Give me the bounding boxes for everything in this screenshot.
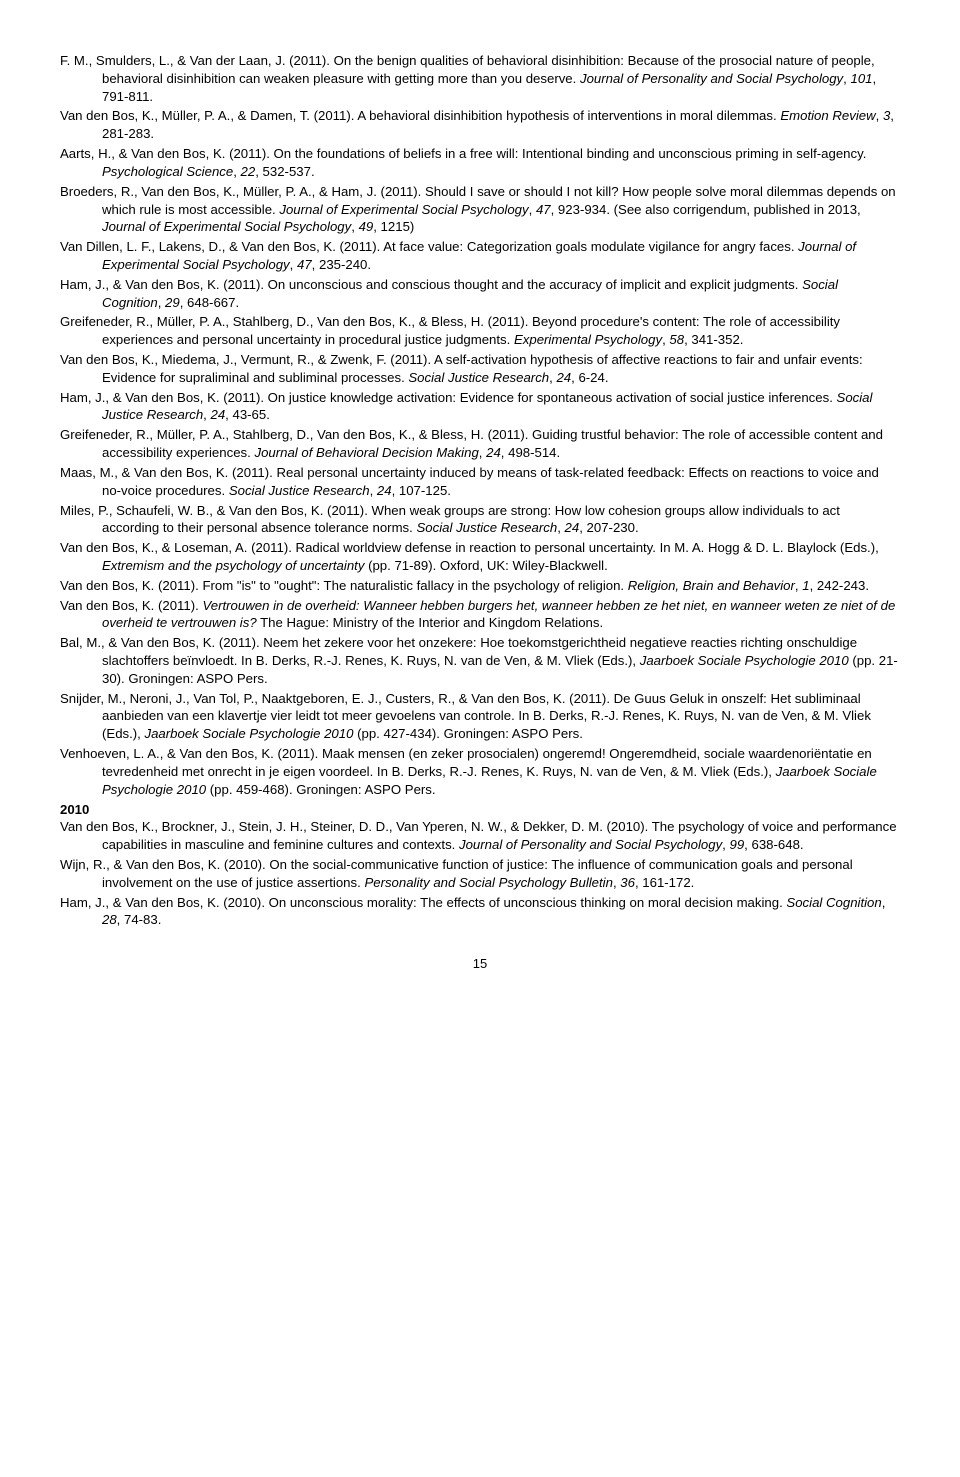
- reference-entry: Snijder, M., Neroni, J., Van Tol, P., Na…: [60, 690, 900, 743]
- reference-entry: Van den Bos, K., Miedema, J., Vermunt, R…: [60, 351, 900, 387]
- reference-entry: Ham, J., & Van den Bos, K. (2010). On un…: [60, 894, 900, 930]
- reference-entry: Venhoeven, L. A., & Van den Bos, K. (201…: [60, 745, 900, 798]
- year-heading: 2010: [60, 801, 900, 819]
- reference-entry: Ham, J., & Van den Bos, K. (2011). On un…: [60, 276, 900, 312]
- reference-entry: Van den Bos, K., Brockner, J., Stein, J.…: [60, 818, 900, 854]
- reference-entry: Ham, J., & Van den Bos, K. (2011). On ju…: [60, 389, 900, 425]
- page-number: 15: [60, 955, 900, 973]
- reference-entry: Van den Bos, K., & Loseman, A. (2011). R…: [60, 539, 900, 575]
- reference-entry: Greifeneder, R., Müller, P. A., Stahlber…: [60, 426, 900, 462]
- reference-list-2010: Van den Bos, K., Brockner, J., Stein, J.…: [60, 818, 900, 929]
- reference-entry: Aarts, H., & Van den Bos, K. (2011). On …: [60, 145, 900, 181]
- reference-list-2011: F. M., Smulders, L., & Van der Laan, J. …: [60, 52, 900, 799]
- reference-entry: Maas, M., & Van den Bos, K. (2011). Real…: [60, 464, 900, 500]
- reference-entry: Van den Bos, K., Müller, P. A., & Damen,…: [60, 107, 900, 143]
- reference-entry: Van Dillen, L. F., Lakens, D., & Van den…: [60, 238, 900, 274]
- reference-entry: Miles, P., Schaufeli, W. B., & Van den B…: [60, 502, 900, 538]
- reference-entry: Van den Bos, K. (2011). From "is" to "ou…: [60, 577, 900, 595]
- reference-entry: F. M., Smulders, L., & Van der Laan, J. …: [60, 52, 900, 105]
- reference-entry: Van den Bos, K. (2011). Vertrouwen in de…: [60, 597, 900, 633]
- reference-entry: Bal, M., & Van den Bos, K. (2011). Neem …: [60, 634, 900, 687]
- reference-entry: Greifeneder, R., Müller, P. A., Stahlber…: [60, 313, 900, 349]
- reference-entry: Wijn, R., & Van den Bos, K. (2010). On t…: [60, 856, 900, 892]
- reference-entry: Broeders, R., Van den Bos, K., Müller, P…: [60, 183, 900, 236]
